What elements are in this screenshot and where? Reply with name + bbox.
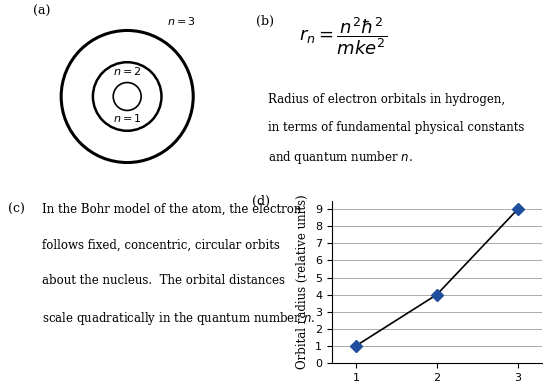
Y-axis label: Orbital radius (relative units): Orbital radius (relative units) bbox=[296, 195, 309, 369]
Text: scale quadratically in the quantum number $n$.: scale quadratically in the quantum numbe… bbox=[42, 310, 315, 327]
Text: In the Bohr model of the atom, the electron: In the Bohr model of the atom, the elect… bbox=[42, 203, 301, 216]
Text: follows fixed, concentric, circular orbits: follows fixed, concentric, circular orbi… bbox=[42, 239, 280, 251]
Text: about the nucleus.  The orbital distances: about the nucleus. The orbital distances bbox=[42, 274, 285, 287]
Text: Radius of electron orbitals in hydrogen,: Radius of electron orbitals in hydrogen, bbox=[268, 93, 505, 106]
Text: (b): (b) bbox=[255, 15, 274, 29]
Text: (c): (c) bbox=[8, 203, 25, 216]
Text: $\mathit{r}_n = \dfrac{n^2\hbar^2}{mke^2}$: $\mathit{r}_n = \dfrac{n^2\hbar^2}{mke^2… bbox=[299, 15, 388, 57]
Text: $n = 1$: $n = 1$ bbox=[113, 112, 142, 125]
Text: and quantum number $n$.: and quantum number $n$. bbox=[268, 149, 413, 166]
Text: $n = 3$: $n = 3$ bbox=[167, 15, 196, 27]
Text: (d): (d) bbox=[252, 195, 270, 208]
Text: (a): (a) bbox=[33, 5, 51, 18]
Text: in terms of fundamental physical constants: in terms of fundamental physical constan… bbox=[268, 120, 524, 134]
Text: $n = 2$: $n = 2$ bbox=[113, 65, 142, 77]
